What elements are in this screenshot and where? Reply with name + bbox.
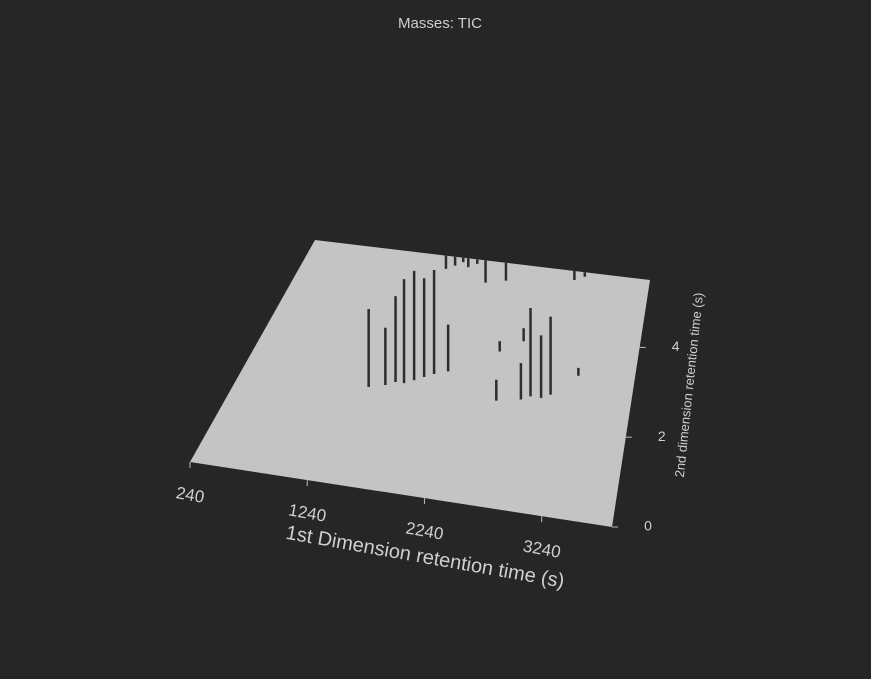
plane [190, 240, 650, 527]
y-tick-label: 0 [644, 518, 652, 534]
x-tick-label: 3240 [522, 537, 563, 562]
x-tick-label: 240 [175, 483, 206, 507]
x-tick-label: 2240 [404, 518, 445, 543]
y-tick-label: 4 [672, 338, 680, 354]
chart: Masses: TIC 1st Dimension retention time… [0, 0, 871, 679]
chart-title: Masses: TIC [398, 15, 482, 32]
y-tick-label: 2 [658, 428, 666, 444]
y-axis-label: 2nd dimension retention time (s) [672, 292, 706, 478]
